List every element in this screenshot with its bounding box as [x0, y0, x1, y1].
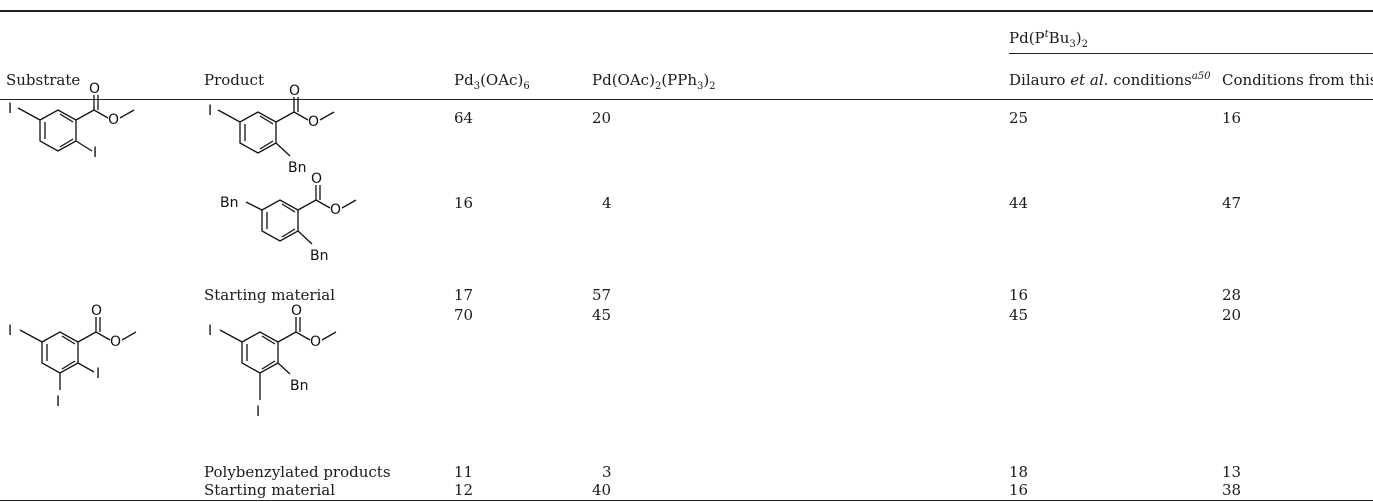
svg-text:I: I [208, 103, 212, 119]
table-cell: 12 [454, 481, 474, 499]
product-starting-material: Starting material [204, 286, 336, 304]
table-cell: 16 [1009, 286, 1029, 304]
svg-text:O: O [89, 81, 100, 97]
table-cell: 25 [1009, 109, 1029, 127]
svg-text:O: O [308, 114, 319, 130]
svg-text:Bn: Bn [310, 248, 328, 264]
table-cell: 47 [1222, 194, 1242, 212]
product-dibenzyl-structure: Bn Bn O O [220, 171, 357, 264]
header-product: Product [204, 71, 264, 89]
table-cell: 18 [1009, 463, 1029, 481]
svg-text:O: O [91, 303, 102, 319]
product-monobenzyl-structure: I Bn O O [208, 83, 335, 176]
svg-text:I: I [8, 323, 12, 339]
table-cell: 20 [592, 109, 612, 127]
header-pd3oac6: Pd3(OAc)6 [454, 71, 530, 92]
svg-text:I: I [208, 323, 212, 339]
group-header-rule [1009, 53, 1373, 54]
svg-text:O: O [289, 83, 300, 99]
product-starting-material: Starting material [204, 481, 336, 499]
table-header-rule [0, 99, 1373, 100]
header-pdoac2pph32: Pd(OAc)2(PPh3)2 [592, 71, 716, 92]
svg-text:O: O [330, 202, 341, 218]
table-cell: 16 [454, 194, 474, 212]
group-header-pd-ptbu3: Pd(PtBu3)2 [1009, 29, 1088, 50]
table-cell: 45 [1009, 306, 1029, 324]
header-dilauro-conditions: Dilauro et al. conditionsa50 [1009, 71, 1211, 89]
svg-text:I: I [256, 404, 260, 420]
table-cell: 11 [454, 463, 474, 481]
table-cell: 20 [1222, 306, 1242, 324]
svg-text:I: I [8, 101, 12, 117]
table-cell: 4 [602, 194, 612, 212]
substrate-diiodobenzoate-structure: I I O O [8, 81, 135, 161]
table-cell: 28 [1222, 286, 1242, 304]
table-cell: 44 [1009, 194, 1029, 212]
table-cell: 13 [1222, 463, 1242, 481]
table-cell: 38 [1222, 481, 1242, 499]
table-cell: 3 [602, 463, 612, 481]
svg-text:O: O [310, 334, 321, 350]
substrate-triiodobenzoate-structure: I I I O O [8, 303, 137, 410]
svg-text:O: O [110, 334, 121, 350]
table-bottom-rule [0, 500, 1373, 501]
svg-text:Bn: Bn [288, 160, 306, 176]
table-cell: 57 [592, 286, 612, 304]
product-diiodo-benzyl-structure: I Bn I O O [208, 303, 337, 420]
table-cell: 16 [1009, 481, 1029, 499]
header-this-work: Conditions from this work [1222, 71, 1373, 89]
table-cell: 45 [592, 306, 612, 324]
product-polybenzylated: Polybenzylated products [204, 463, 391, 481]
svg-text:I: I [56, 394, 60, 410]
table-cell: 70 [454, 306, 474, 324]
svg-text:O: O [108, 112, 119, 128]
svg-text:Bn: Bn [290, 378, 308, 394]
svg-text:Bn: Bn [220, 195, 238, 211]
svg-text:I: I [93, 145, 97, 161]
table-cell: 40 [592, 481, 612, 499]
table-cell: 16 [1222, 109, 1242, 127]
table-cell: 64 [454, 109, 474, 127]
header-substrate: Substrate [6, 71, 81, 89]
svg-text:O: O [291, 303, 302, 319]
svg-text:I: I [96, 366, 100, 382]
svg-text:O: O [311, 171, 322, 187]
table-cell: 17 [454, 286, 474, 304]
table-top-rule [0, 10, 1373, 12]
